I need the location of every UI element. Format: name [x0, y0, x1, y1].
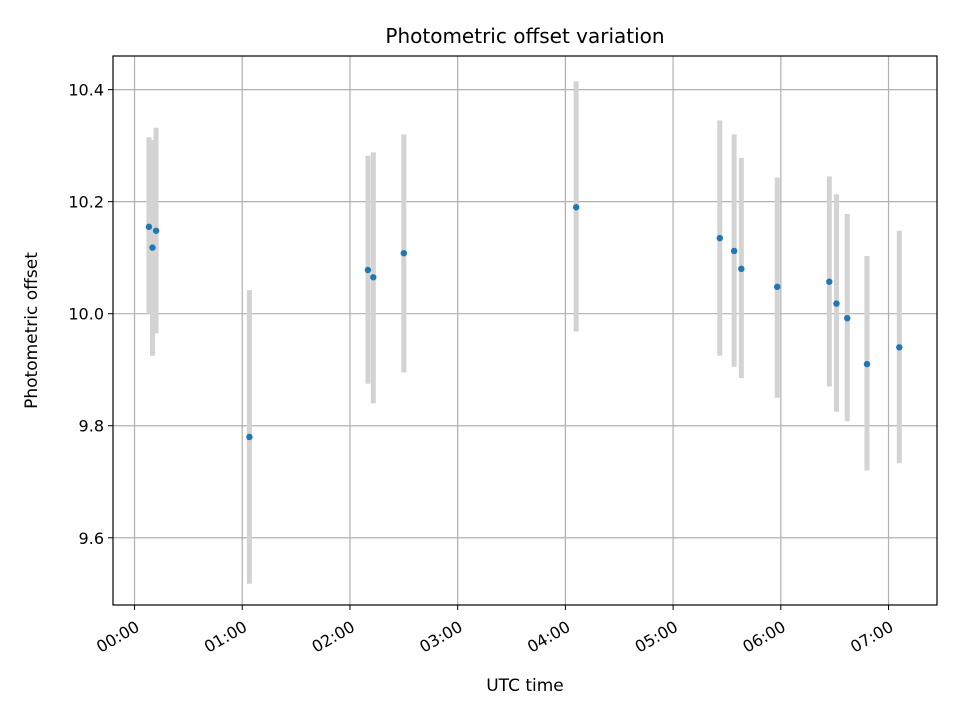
- data-point: [149, 244, 156, 251]
- data-point: [826, 278, 833, 285]
- data-point: [730, 247, 738, 255]
- data-point: [400, 249, 408, 257]
- grid: [113, 56, 937, 605]
- data-point: [738, 265, 745, 273]
- errorbars: [146, 81, 902, 584]
- x-axis-ticks: 00:00 01:00 02:00 03:00 04:00 05:00 06:00 07:00: [93, 605, 897, 657]
- data-point: [246, 433, 253, 441]
- chart-title: Photometric offset variation: [385, 24, 664, 48]
- x-axis-label: UTC time: [486, 676, 564, 696]
- x-tick-label: 01:00: [201, 617, 250, 657]
- y-tick-label: 10.2: [68, 193, 104, 212]
- x-tick-label: 03:00: [416, 617, 465, 657]
- x-tick-label: 06:00: [739, 617, 788, 657]
- plot-area-frame: [112, 55, 938, 606]
- x-tick-label: 07:00: [847, 617, 896, 657]
- x-tick-label: 04:00: [524, 617, 573, 657]
- data-point: [774, 283, 781, 291]
- y-tick-label: 9.6: [79, 529, 104, 548]
- x-tick-label: 05:00: [632, 617, 681, 657]
- y-axis-label: Photometric offset: [22, 252, 42, 409]
- data-point: [572, 204, 580, 211]
- data-point: [364, 266, 372, 274]
- data-point: [896, 344, 903, 351]
- data-point: [152, 227, 160, 234]
- data-point: [716, 234, 723, 242]
- data-point: [145, 223, 153, 231]
- x-tick-label: 02:00: [309, 617, 358, 657]
- y-tick-label: 10.4: [68, 81, 104, 100]
- x-tick-label: 00:00: [93, 617, 142, 657]
- data-point: [833, 300, 840, 307]
- y-tick-label: 9.8: [79, 417, 104, 436]
- data-points: [145, 204, 903, 441]
- data-point: [863, 360, 871, 368]
- y-axis-ticks: 9.6 9.8 10.0 10.2 10.4: [68, 81, 113, 548]
- data-point: [370, 274, 377, 281]
- y-tick-label: 10.0: [68, 305, 104, 324]
- data-point: [844, 314, 851, 322]
